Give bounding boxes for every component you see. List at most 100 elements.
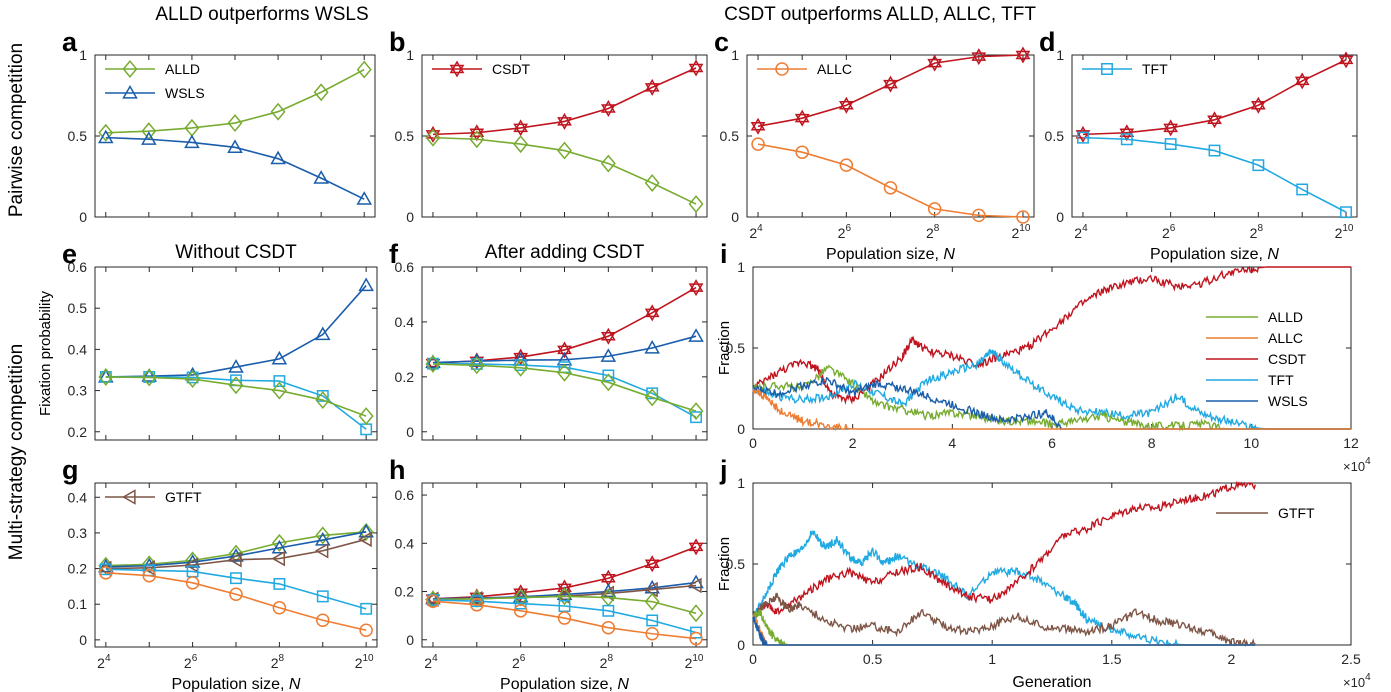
y-axis-label: Fraction	[716, 321, 733, 375]
point-alld	[688, 195, 704, 214]
point-gtft	[314, 542, 329, 559]
series-group	[425, 279, 704, 424]
point-wsls	[314, 326, 331, 341]
y-axis: 0 0.1 0.2 0.3 0.4	[68, 489, 377, 648]
x-axis	[105, 267, 367, 440]
point-tft	[646, 614, 659, 627]
series-line-tft	[1082, 136, 1347, 213]
y-axis: 00.51	[68, 47, 375, 225]
legend: CSDT	[432, 60, 531, 78]
point-csdt	[644, 78, 660, 96]
y-tick-label: 0.2	[68, 561, 88, 577]
x-tick-label: 24	[749, 223, 763, 241]
legend: TFT	[1082, 61, 1168, 77]
y-tick-label: 0	[406, 209, 414, 225]
point-tft	[230, 572, 242, 585]
series-group	[424, 538, 704, 646]
y-tick-label: 0.6	[68, 259, 88, 275]
legend: ALLD ALLC CSDT TFT WSLS	[1206, 309, 1308, 409]
point-wsls	[184, 134, 200, 149]
point-tft	[1340, 206, 1352, 219]
point-alld	[315, 526, 331, 545]
y-axis: 0 0.2 0.4 0.6	[395, 487, 707, 648]
point-allc	[99, 566, 113, 580]
point-alld	[315, 391, 331, 410]
y-tick-label: 0.5	[68, 300, 88, 316]
axes-box	[746, 54, 1035, 218]
series-line-alld	[752, 364, 1351, 432]
x-tick-label: 2.5	[1341, 651, 1361, 667]
y-tick-label: 1	[406, 47, 414, 63]
x-tick-label: 26	[838, 223, 852, 241]
axes-box	[94, 54, 376, 218]
axes-box	[421, 482, 708, 648]
y-axis: 00.51	[1045, 47, 1357, 225]
point-csdt	[1338, 51, 1354, 69]
x-tick-label: 0.5	[863, 651, 883, 667]
series-line-csdt	[752, 480, 1256, 620]
series-line-wsls	[752, 616, 1256, 647]
point-tft	[1208, 144, 1221, 157]
y-tick-label: 0	[1056, 209, 1064, 225]
point-tft	[360, 423, 373, 436]
panel-letter: i	[720, 239, 728, 269]
point-csdt	[600, 327, 616, 345]
point-alld	[600, 373, 616, 392]
x-axis	[432, 267, 697, 440]
point-allc	[185, 576, 200, 590]
legend-label: ALLC	[817, 61, 852, 77]
point-alld	[98, 368, 114, 386]
point-alld	[557, 141, 572, 160]
point-csdt	[688, 538, 704, 556]
point-gtft	[227, 551, 242, 568]
y-tick-label: 0.3	[68, 383, 88, 399]
series-group	[97, 60, 373, 205]
point-gtft	[184, 557, 199, 573]
panel-title: Without CSDT	[175, 242, 297, 263]
series-line-wsls	[105, 285, 367, 378]
point-wsls	[228, 359, 244, 373]
series-group	[752, 265, 1351, 432]
point-csdt	[750, 117, 766, 135]
point-csdt	[513, 119, 529, 137]
panel-g: 0 0.1 0.2 0.3 0.4 24 26 28 210 Population size, N…	[62, 455, 378, 692]
x-tick-label: 24	[97, 653, 111, 671]
y-tick-label: 0	[731, 209, 739, 225]
series-group	[425, 59, 704, 214]
point-allc	[426, 594, 440, 608]
y-axis: 00.51	[720, 47, 1034, 225]
point-wsls	[141, 368, 158, 382]
row-label-multi: Multi-strategy competition	[6, 344, 27, 560]
point-csdt	[1294, 72, 1310, 90]
point-csdt	[1163, 119, 1179, 137]
legend-label: TFT	[1268, 372, 1294, 388]
x-axis-label: Population size, N	[826, 246, 955, 263]
series-line-allc	[757, 143, 1023, 218]
legend-marker	[775, 62, 789, 76]
point-alld	[513, 135, 529, 154]
axes-box	[752, 482, 1352, 646]
point-wsls	[270, 150, 286, 165]
point-tft	[558, 600, 571, 612]
y-tick-label: 0	[406, 424, 414, 440]
y-tick-label: 0.5	[726, 340, 746, 356]
y-tick-label: 0.2	[395, 369, 415, 385]
point-wsls	[314, 532, 331, 546]
series-group	[752, 480, 1256, 648]
x-tick-label: 210	[355, 653, 374, 671]
series-line-alld	[432, 136, 697, 205]
legend-label: ALLC	[1268, 330, 1303, 346]
panel-letter: j	[719, 455, 728, 485]
point-wsls	[644, 339, 660, 354]
point-wsls	[688, 328, 704, 342]
panel-letter: e	[62, 239, 77, 269]
x-tick-label: 0	[749, 435, 757, 451]
panel-letter: b	[389, 27, 406, 57]
legend-label: CSDT	[492, 61, 531, 77]
point-csdt	[971, 48, 987, 66]
point-csdt	[644, 555, 660, 573]
point-alld	[185, 370, 201, 389]
point-csdt	[688, 279, 704, 297]
point-alld	[425, 128, 441, 147]
